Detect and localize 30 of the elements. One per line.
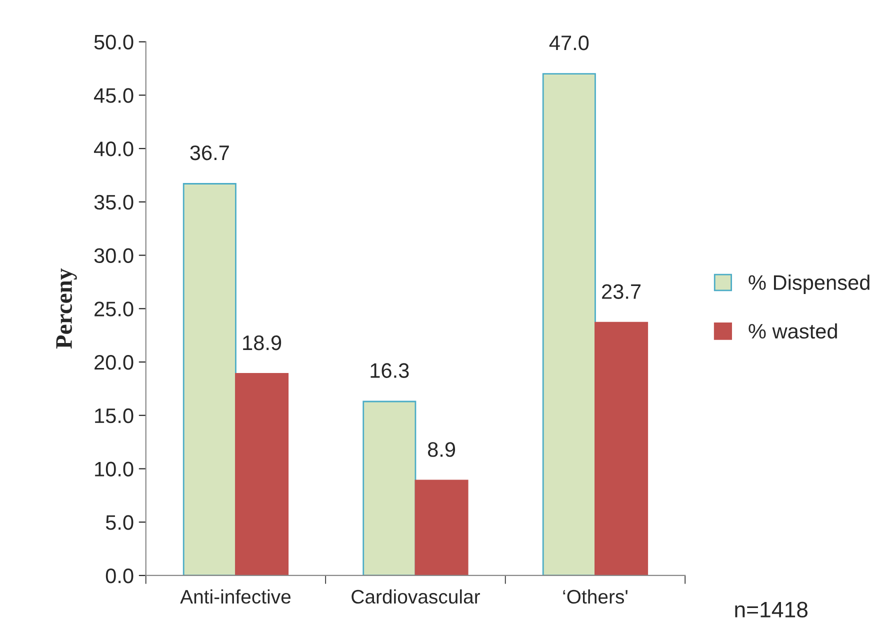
x-tick-label: Cardiovascular	[352, 589, 480, 604]
data-label: 23.7	[602, 284, 641, 299]
y-tick-label: 20.0	[94, 355, 134, 370]
bar	[542, 73, 596, 576]
y-tick-label: 15.0	[95, 408, 134, 424]
y-axis-title: Perceny	[56, 268, 77, 349]
legend-label: % wasted	[748, 323, 837, 339]
data-label: 18.9	[243, 335, 282, 350]
y-tick-label: 40.0	[94, 142, 134, 156]
y-tick-label: 10.0	[95, 462, 134, 476]
y-tick-label: 5.0	[106, 515, 134, 530]
y-tick-label: 30.0	[94, 248, 134, 264]
text: n=1418	[735, 602, 808, 618]
data-label: 16.3	[370, 363, 409, 378]
bar	[362, 400, 416, 576]
bar	[182, 183, 236, 576]
x-tick-label: ‘Others'	[563, 589, 628, 604]
data-label: 47.0	[549, 36, 589, 50]
data-label: 36.7	[190, 145, 229, 160]
bar	[235, 373, 289, 576]
y-tick-label: 35.0	[94, 194, 134, 210]
y-tick-label: 45.0	[94, 88, 134, 103]
y-tick-label: 0.0	[106, 568, 134, 584]
x-tick-label: Anti-infective	[180, 589, 291, 604]
legend-label: % Dispensed	[748, 274, 870, 294]
bar	[414, 480, 468, 576]
y-tick-label: 25.0	[94, 302, 134, 316]
y-tick-label: 50.0	[94, 34, 134, 50]
data-label: 8.9	[428, 442, 456, 457]
bar	[594, 322, 648, 576]
